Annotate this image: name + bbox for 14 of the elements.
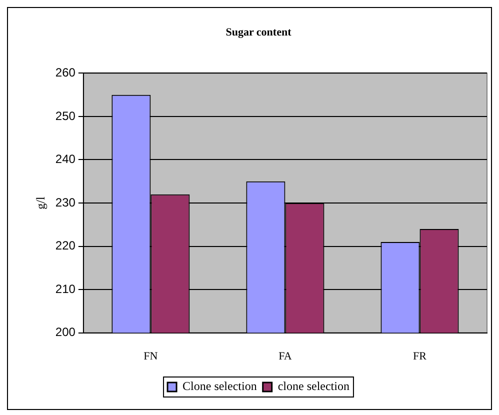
- legend-label: clone selection: [278, 379, 350, 394]
- x-tick-label: FR: [413, 350, 428, 362]
- legend-label: Clone selection: [182, 379, 257, 394]
- y-tick-label: 240: [55, 152, 76, 166]
- y-tick-label: 220: [55, 238, 76, 253]
- x-tick-label: FN: [144, 350, 158, 362]
- x-tick-label: FA: [278, 350, 292, 362]
- y-tick-label: 230: [55, 195, 76, 210]
- chart-title: Sugar content: [226, 26, 292, 38]
- y-axis-title: g/l: [33, 196, 48, 210]
- y-tick-label: 200: [55, 325, 76, 340]
- y-tick-label: 250: [55, 108, 76, 123]
- y-tick-label: 260: [55, 66, 76, 80]
- y-tick-label: 210: [55, 282, 76, 296]
